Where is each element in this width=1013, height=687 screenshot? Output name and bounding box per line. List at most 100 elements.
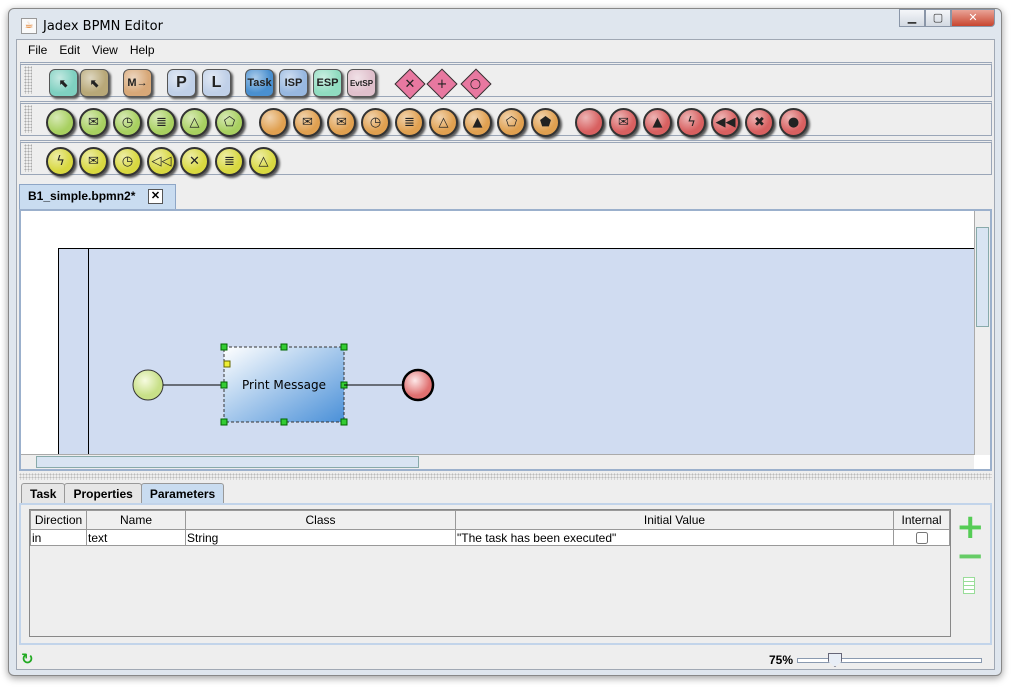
intermediate-message-event-button[interactable]: ✉ (293, 108, 322, 137)
toolbar-events: ✉ ◷ ≣ △ ⬠ ✉ ✉ ◷ ≣ △ ▲ ⬠ ⬟ ✉ ▲ ϟ ◀◀ ✖ ● (20, 101, 992, 137)
cell-internal[interactable] (893, 529, 950, 546)
start-timer-event-button[interactable]: ◷ (113, 108, 142, 137)
column-header[interactable]: Initial Value (455, 510, 894, 530)
end-cancel-event-button[interactable]: ✖ (745, 108, 774, 137)
diagram-canvas[interactable]: Print Message (19, 209, 992, 471)
boundary-message-event-button[interactable]: ✉ (79, 147, 108, 176)
edit-parameter-icon[interactable] (963, 577, 975, 594)
boundary-signal-event-button[interactable]: △ (249, 147, 278, 176)
menu-help[interactable]: Help (129, 43, 155, 57)
intermediate-empty-event-button[interactable] (259, 108, 288, 137)
start-message-event-button[interactable]: ✉ (79, 108, 108, 137)
resize-handle[interactable] (280, 418, 288, 426)
boundary-timer-event-button[interactable]: ◷ (113, 147, 142, 176)
and-gateway-tool-button[interactable]: + (426, 68, 458, 100)
or-gateway-tool-button[interactable]: ○ (460, 68, 492, 100)
intermediate-timer-event-icon: ◷ (369, 115, 382, 130)
end-signal-event-button[interactable]: ▲ (643, 108, 672, 137)
boundary-compensation-event-button[interactable]: ◁◁ (147, 147, 176, 176)
column-header[interactable]: Name (86, 510, 186, 530)
resize-handle[interactable] (340, 343, 348, 351)
start-event[interactable] (132, 369, 164, 401)
start-signal-event-button[interactable]: △ (180, 108, 209, 137)
end-event[interactable] (401, 368, 435, 402)
xor-gateway-tool-button[interactable]: ✕ (394, 68, 426, 100)
menu-edit[interactable]: Edit (59, 43, 81, 57)
resize-handle[interactable] (220, 343, 228, 351)
intermediate-rule-event-button[interactable]: ≣ (395, 108, 424, 137)
intermediate-message-throw-event-button[interactable]: ✉ (327, 108, 356, 137)
event-subprocess-tool-button[interactable]: EvtSP (347, 69, 376, 97)
scroll-thumb[interactable] (976, 227, 989, 327)
pool-tool-button[interactable]: P (167, 69, 196, 97)
boundary-rule-event-button[interactable]: ≣ (215, 147, 244, 176)
resize-handle[interactable] (220, 381, 228, 389)
resize-handle[interactable] (340, 418, 348, 426)
close-tab-icon[interactable]: ✕ (148, 189, 163, 204)
toolbar-grip[interactable] (24, 144, 32, 172)
remove-parameter-button[interactable]: − (956, 536, 985, 576)
maximize-button[interactable]: ▢ (925, 9, 951, 27)
select-tool-button[interactable]: ⬉ (49, 69, 78, 97)
end-message-event-button[interactable]: ✉ (609, 108, 638, 137)
vertical-scrollbar[interactable] (974, 211, 990, 455)
start-multiple-event-button[interactable]: ⬠ (215, 108, 244, 137)
status-bar: ↻ 75% (17, 650, 994, 670)
start-rule-event-button[interactable]: ≣ (147, 108, 176, 137)
boundary-error-event-button[interactable]: ϟ (46, 147, 75, 176)
toolbar-tools: ⬉ ⬉ M→ P L Task ISP ESP EvtSP ✕ + ○ (20, 62, 992, 100)
intermediate-multiple-event-button[interactable]: ⬠ (497, 108, 526, 137)
boundary-message-event-icon: ✉ (88, 154, 99, 169)
lane-tool-icon: L (211, 74, 222, 91)
cell-initial-value[interactable]: "The task has been executed" (455, 529, 894, 546)
internal-checkbox[interactable] (916, 532, 928, 545)
toolbar-grip[interactable] (24, 105, 32, 133)
tab-parameters[interactable]: Parameters (140, 483, 225, 504)
end-compensation-event-button[interactable]: ◀◀ (711, 108, 740, 137)
cell-class[interactable]: String (185, 529, 456, 546)
minimize-button[interactable]: ▁ (899, 9, 925, 27)
tab-properties[interactable]: Properties (64, 483, 142, 504)
column-header[interactable]: Internal (893, 510, 950, 530)
zoom-slider-thumb[interactable] (828, 653, 842, 667)
xor-gateway-tool-icon: ✕ (404, 76, 416, 92)
end-error-event-button[interactable]: ϟ (677, 108, 706, 137)
tab-document[interactable]: B1_simple.bpmn2* ✕ (19, 184, 176, 209)
external-subprocess-tool-button[interactable]: ESP (313, 69, 342, 97)
close-button[interactable]: ✕ (951, 9, 995, 27)
internal-subprocess-tool-button[interactable]: ISP (279, 69, 308, 97)
intermediate-signal-throw-event-button[interactable]: ▲ (463, 108, 492, 137)
table-row[interactable]: in text String "The task has been execut… (30, 529, 950, 546)
intermediate-timer-event-button[interactable]: ◷ (361, 108, 390, 137)
add-parameter-button[interactable]: + (956, 507, 985, 547)
tab-task[interactable]: Task (21, 483, 66, 504)
horizontal-scrollbar[interactable] (21, 454, 974, 469)
column-header[interactable]: Class (185, 510, 456, 530)
message-flow-tool-button[interactable]: M→ (123, 69, 152, 97)
menu-view[interactable]: View (92, 43, 118, 57)
resize-handle[interactable] (220, 418, 228, 426)
zoom-slider[interactable] (797, 653, 982, 667)
column-header[interactable]: Direction (30, 510, 87, 530)
start-empty-event-button[interactable] (46, 108, 75, 137)
end-terminate-event-button[interactable]: ● (779, 108, 808, 137)
end-empty-event-button[interactable] (575, 108, 604, 137)
scroll-thumb[interactable] (36, 456, 419, 468)
boundary-cancel-event-button[interactable]: ✕ (180, 147, 209, 176)
menu-file[interactable]: File (28, 43, 48, 57)
intermediate-signal-event-button[interactable]: △ (429, 108, 458, 137)
cell-direction[interactable]: in (30, 529, 87, 546)
intermediate-multiple-throw-event-icon: ⬟ (539, 115, 552, 130)
resize-handle[interactable] (280, 343, 288, 351)
refresh-icon[interactable]: ↻ (21, 650, 34, 668)
pool[interactable] (58, 248, 974, 454)
lane-tool-button[interactable]: L (202, 69, 231, 97)
split-pane-divider[interactable] (19, 473, 992, 480)
cell-name[interactable]: text (86, 529, 186, 546)
label-handle[interactable] (223, 360, 231, 368)
intermediate-multiple-throw-event-button[interactable]: ⬟ (531, 108, 560, 137)
intermediate-message-throw-event-icon: ✉ (336, 115, 347, 130)
toolbar-grip[interactable] (24, 66, 32, 94)
handle-tool-button[interactable]: ⬉ (80, 69, 109, 97)
task-tool-button[interactable]: Task (245, 69, 274, 97)
